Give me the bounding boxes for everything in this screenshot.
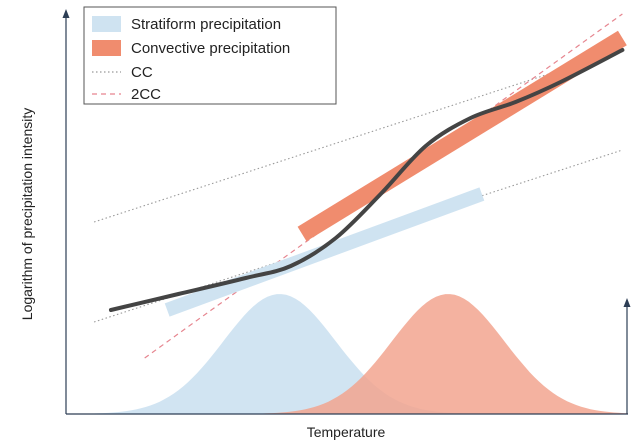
combined-curve xyxy=(108,48,625,312)
x-axis-label: Temperature xyxy=(307,424,386,440)
distribution-stratiform xyxy=(66,294,628,414)
legend-label-stratiform: Stratiform precipitation xyxy=(131,16,281,33)
reference-line-2cc-0 xyxy=(144,13,623,359)
legend: Stratiform precipitation Convective prec… xyxy=(83,6,337,105)
y-axis-label: Logarithm of precipitation intensity xyxy=(19,108,35,320)
legend-swatch-stratiform xyxy=(92,16,121,32)
legend-label-2cc: 2CC xyxy=(131,86,161,103)
legend-swatch-convective xyxy=(92,40,121,56)
legend-box xyxy=(83,6,337,105)
band-stratiform xyxy=(164,187,485,317)
band-convective xyxy=(297,30,627,242)
axes xyxy=(62,9,631,415)
regime-bands xyxy=(164,30,627,317)
legend-label-convective: Convective precipitation xyxy=(131,40,290,57)
legend-label-cc: CC xyxy=(131,64,153,81)
secondary-y-axis-arrow xyxy=(623,298,631,307)
distribution-curves xyxy=(66,294,628,414)
distribution-convective xyxy=(66,294,628,414)
combined-precipitation-line xyxy=(108,48,625,312)
y-axis-arrow xyxy=(62,9,70,18)
reference-line-cc-0 xyxy=(93,49,623,223)
